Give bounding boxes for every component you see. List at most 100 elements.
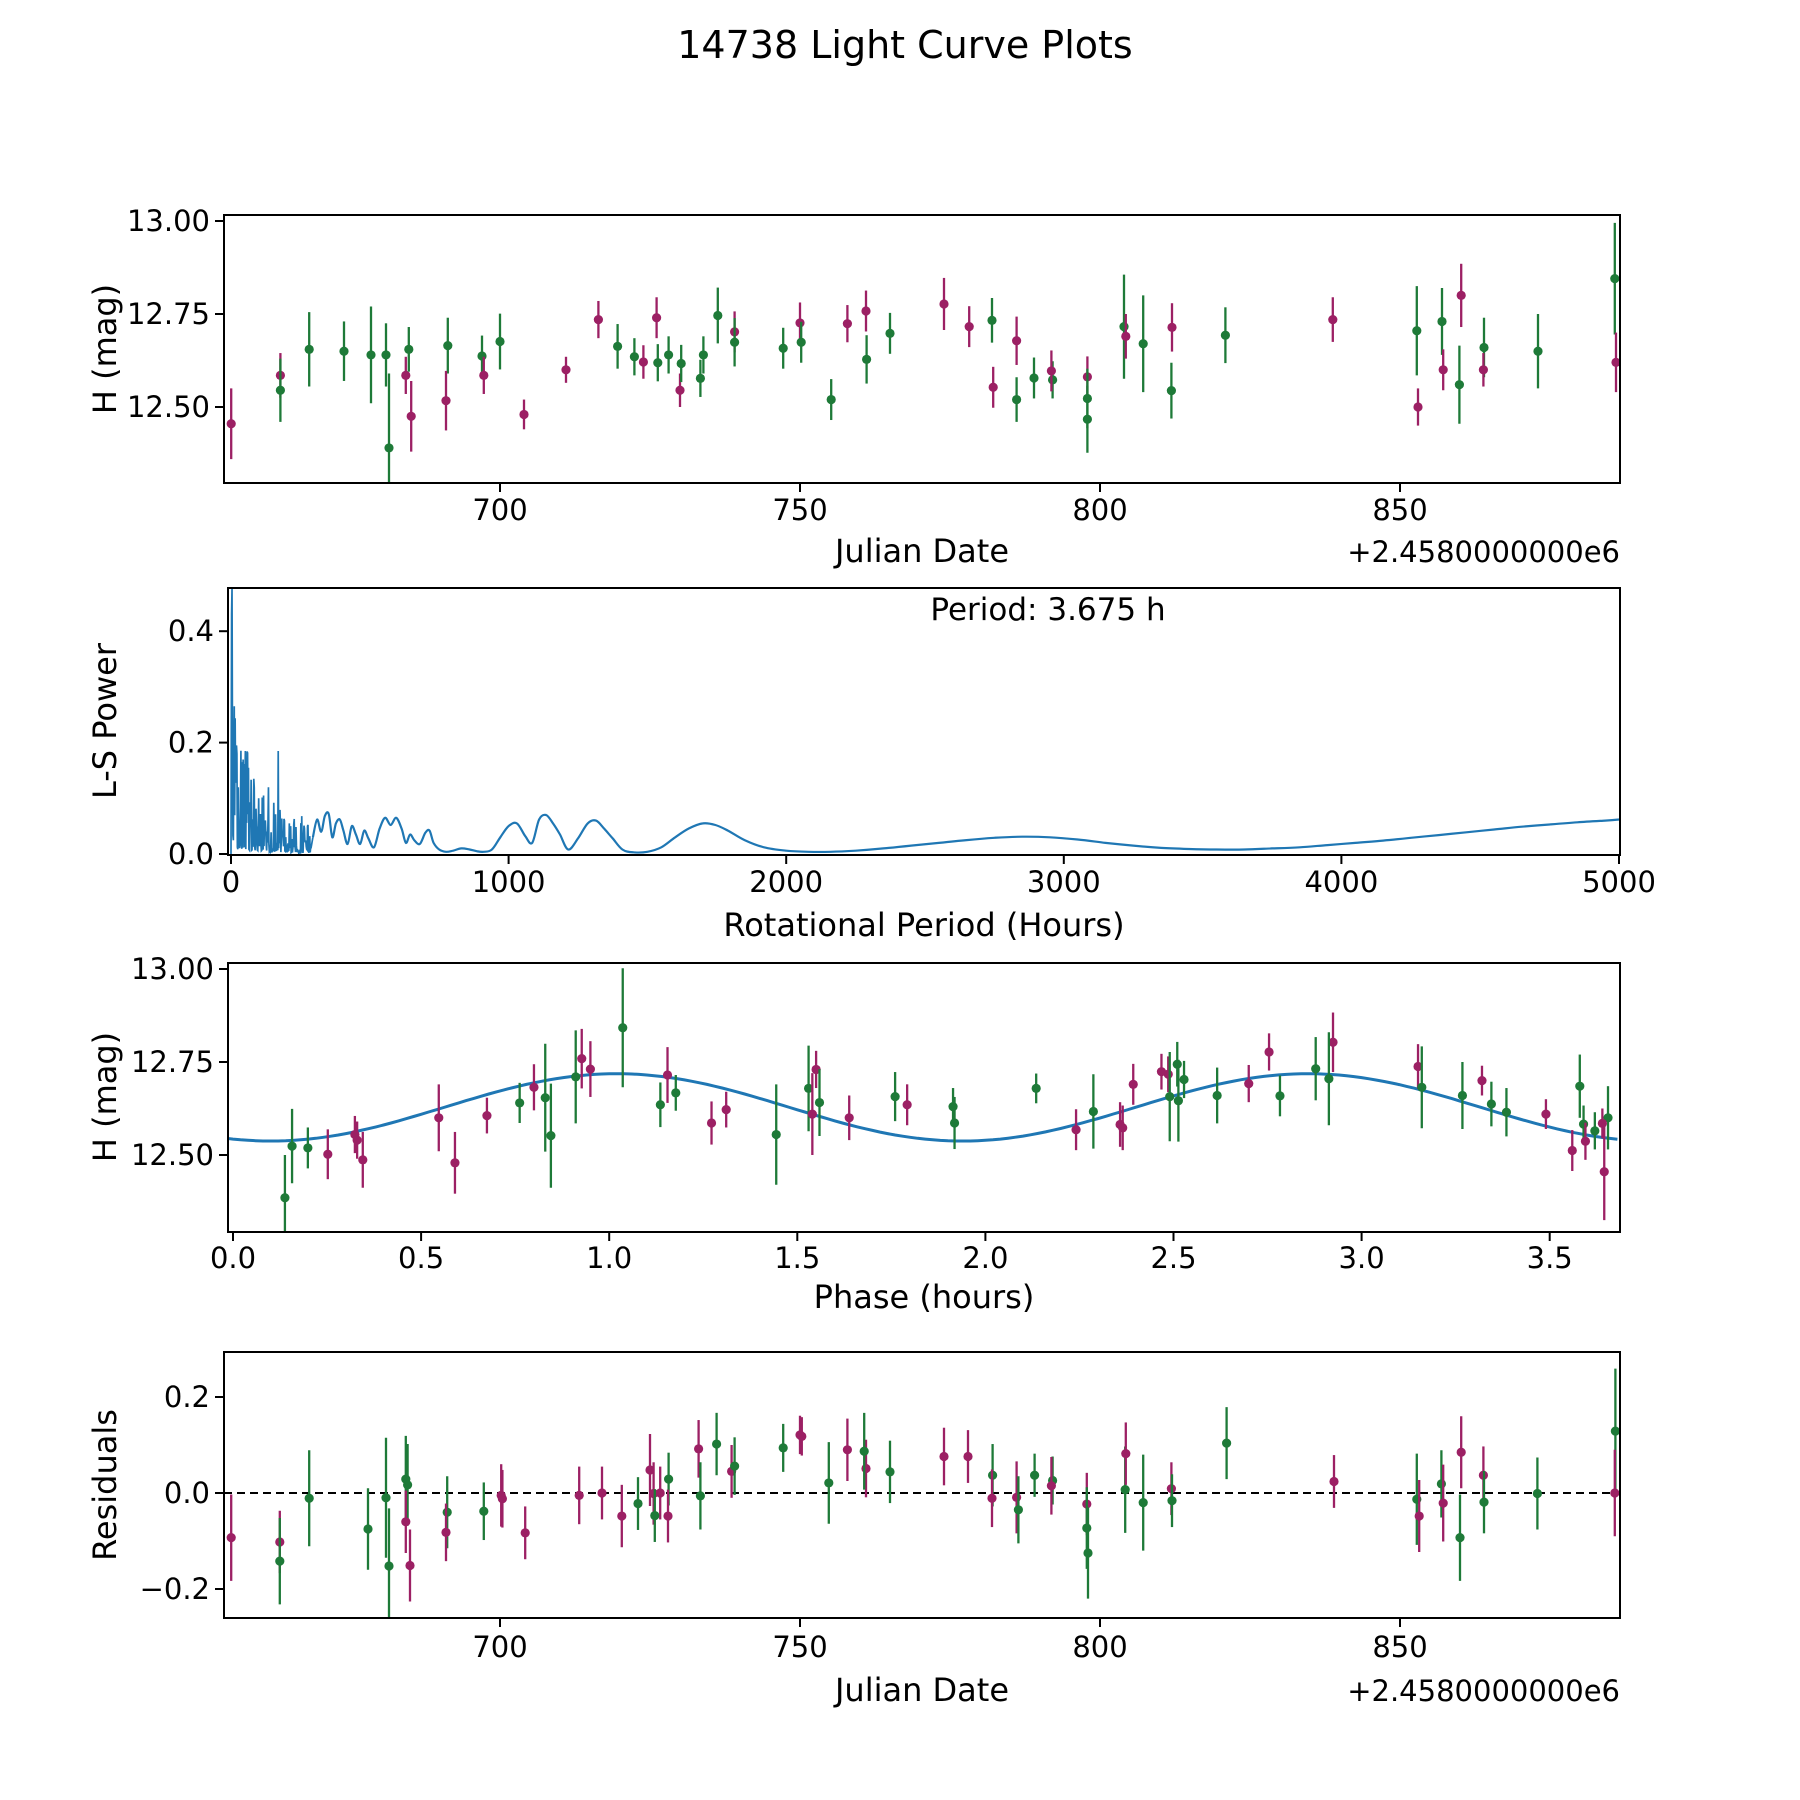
- data-point: [585, 1064, 595, 1074]
- y-tick-label: 0.0: [164, 1476, 210, 1510]
- data-point: [988, 382, 998, 392]
- data-point: [1013, 1505, 1024, 1515]
- data-point: [561, 365, 571, 375]
- data-point: [653, 358, 663, 368]
- data-point: [1173, 1096, 1183, 1106]
- data-point: [434, 1113, 444, 1123]
- x-tick-label: 1.5: [774, 1241, 820, 1275]
- axis-frame: [227, 962, 1621, 1233]
- data-point: [664, 1474, 674, 1484]
- data-point: [381, 1493, 391, 1503]
- data-point: [323, 1149, 333, 1159]
- data-point: [1167, 1496, 1177, 1506]
- x-tick-label: 5000: [1582, 865, 1656, 899]
- axis-frame: [223, 1351, 1621, 1619]
- data-point: [406, 411, 416, 421]
- data-point: [706, 1118, 717, 1128]
- data-point: [304, 344, 314, 354]
- y-tick-label: 0.2: [168, 726, 214, 760]
- data-point: [633, 1498, 643, 1509]
- data-point: [401, 370, 411, 380]
- x-tick-label: 700: [472, 493, 527, 527]
- period-annotation: Period: 3.675 h: [930, 592, 1165, 628]
- data-point: [1580, 1136, 1591, 1146]
- data-point: [807, 1109, 817, 1119]
- data-point: [695, 1491, 706, 1501]
- figure-title: 14738 Light Curve Plots: [677, 23, 1132, 67]
- data-point: [1611, 357, 1620, 367]
- x-tick-label: 4000: [1304, 865, 1378, 899]
- data-point: [797, 1431, 807, 1441]
- x-tick-label: 750: [772, 1630, 827, 1664]
- data-point: [226, 419, 236, 429]
- data-point: [1012, 394, 1022, 405]
- data-point: [664, 350, 674, 360]
- data-point: [902, 1100, 912, 1110]
- data-point: [1031, 1083, 1041, 1094]
- data-point: [1610, 1426, 1620, 1436]
- data-point: [1478, 365, 1488, 375]
- data-point: [842, 319, 853, 329]
- data-point: [861, 1463, 871, 1474]
- plots-layer: 700 750 800 850 13.00 12.75 12.50 0 1000 2000 3000…: [127, 204, 1656, 1664]
- x-tick-label: 2.0: [962, 1241, 1008, 1275]
- data-point: [1599, 1167, 1609, 1177]
- data-point: [1541, 1109, 1551, 1119]
- data-point: [1119, 322, 1129, 332]
- data-point: [519, 409, 529, 420]
- axis-frame: [223, 214, 1621, 484]
- scatter-points: [280, 968, 1613, 1232]
- y-tick-label: 13.00: [127, 204, 210, 238]
- data-point: [652, 313, 662, 323]
- residuals-x-offset-label: +2.4580000000e6: [1347, 1674, 1620, 1708]
- data-point: [1311, 1064, 1321, 1074]
- data-point: [1456, 1447, 1466, 1457]
- data-point: [1167, 322, 1177, 332]
- data-point: [275, 1556, 285, 1566]
- light-curve-x-offset-label: +2.4580000000e6: [1347, 535, 1620, 569]
- data-point: [859, 1446, 869, 1456]
- y-tick-label: 12.75: [127, 297, 210, 331]
- data-point: [1166, 386, 1176, 396]
- data-point: [1163, 1069, 1173, 1079]
- data-point: [618, 1023, 628, 1033]
- data-point: [1121, 331, 1131, 341]
- x-tick-label: 2.5: [1150, 1241, 1196, 1275]
- data-point: [655, 1100, 665, 1110]
- x-tick-label: 850: [1372, 493, 1427, 527]
- data-point: [1046, 366, 1056, 376]
- phase-y-axis-label: H (mag): [86, 1032, 124, 1162]
- residuals-y-axis-label: Residuals: [86, 1409, 124, 1561]
- data-point: [384, 1561, 394, 1571]
- x-tick-label: 1000: [472, 865, 546, 899]
- data-point: [803, 1083, 814, 1094]
- light-curve-y-axis-label: H (mag): [86, 284, 124, 414]
- data-point: [287, 1141, 297, 1151]
- data-point: [1088, 1106, 1098, 1117]
- plot-light-curve: 700 750 800 850 13.00 12.75 12.50: [127, 204, 1621, 527]
- x-tick-label: 3000: [1027, 865, 1101, 899]
- data-point: [1477, 1076, 1487, 1086]
- data-point: [1603, 1113, 1613, 1123]
- data-point: [1575, 1081, 1585, 1091]
- periodogram-x-axis-label: Rotational Period (Hours): [723, 906, 1124, 944]
- data-point: [1533, 346, 1543, 356]
- residuals-x-axis-label: Julian Date: [833, 1671, 1009, 1709]
- data-point: [1456, 290, 1466, 300]
- data-point: [1413, 1061, 1423, 1072]
- data-point: [1083, 1548, 1093, 1558]
- data-point: [450, 1158, 460, 1168]
- data-point: [964, 322, 974, 332]
- data-point: [778, 1443, 788, 1453]
- y-tick-label: 13.00: [131, 952, 214, 986]
- data-point: [885, 328, 895, 338]
- data-point: [441, 396, 451, 406]
- data-point: [363, 1524, 373, 1534]
- data-point: [1438, 1498, 1448, 1508]
- data-point: [495, 336, 505, 347]
- scatter-points: [226, 222, 1620, 483]
- data-point: [597, 1488, 607, 1498]
- data-point: [694, 1444, 704, 1454]
- data-point: [1486, 1099, 1496, 1109]
- data-point: [663, 1511, 673, 1521]
